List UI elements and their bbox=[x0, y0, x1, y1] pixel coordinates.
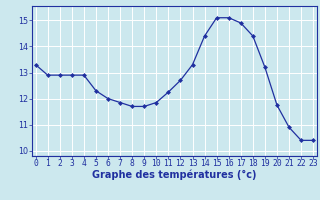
X-axis label: Graphe des températures (°c): Graphe des températures (°c) bbox=[92, 170, 257, 180]
